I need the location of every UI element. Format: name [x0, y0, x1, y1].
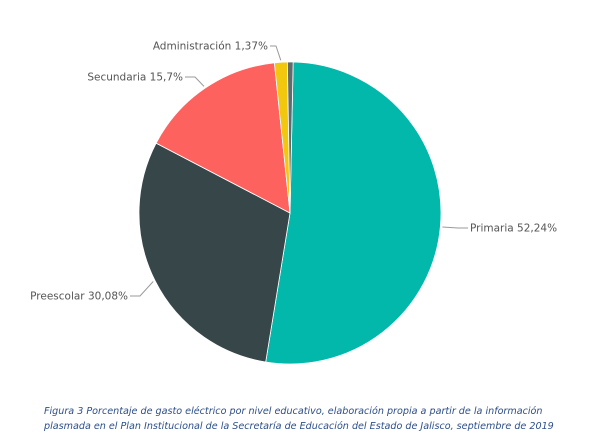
pie-slice-2 — [155, 62, 291, 214]
caption-line-1: Figura 3 Porcentaje de gasto eléctrico p… — [44, 406, 543, 417]
pie-chart: Primaria 52,24% Preescolar 30,08% Secundar… — [30, 41, 557, 365]
slice-label-1: Preescolar 30,08% — [30, 291, 128, 303]
pie-slice-4 — [286, 61, 294, 214]
pie-slices — [138, 61, 442, 365]
leader-line-1 — [130, 281, 154, 297]
slice-label-2: Secundaria 15,7% — [87, 72, 183, 84]
leader-line-2 — [185, 76, 205, 87]
slice-label-3: Administración 1,37% — [153, 41, 268, 53]
pie-slice-0 — [265, 61, 442, 365]
figure-caption: Figura 3 Porcentaje de gasto eléctrico p… — [44, 404, 604, 434]
leader-line-3 — [270, 45, 282, 61]
pie-slice-1 — [138, 142, 291, 363]
pie-labels: Primaria 52,24% Preescolar 30,08% Secundar… — [30, 41, 557, 303]
slice-label-0: Primaria 52,24% — [470, 223, 557, 235]
caption-line-2: plasmada en el Plan Institucional de la … — [44, 421, 554, 432]
leader-line-0 — [442, 226, 468, 229]
